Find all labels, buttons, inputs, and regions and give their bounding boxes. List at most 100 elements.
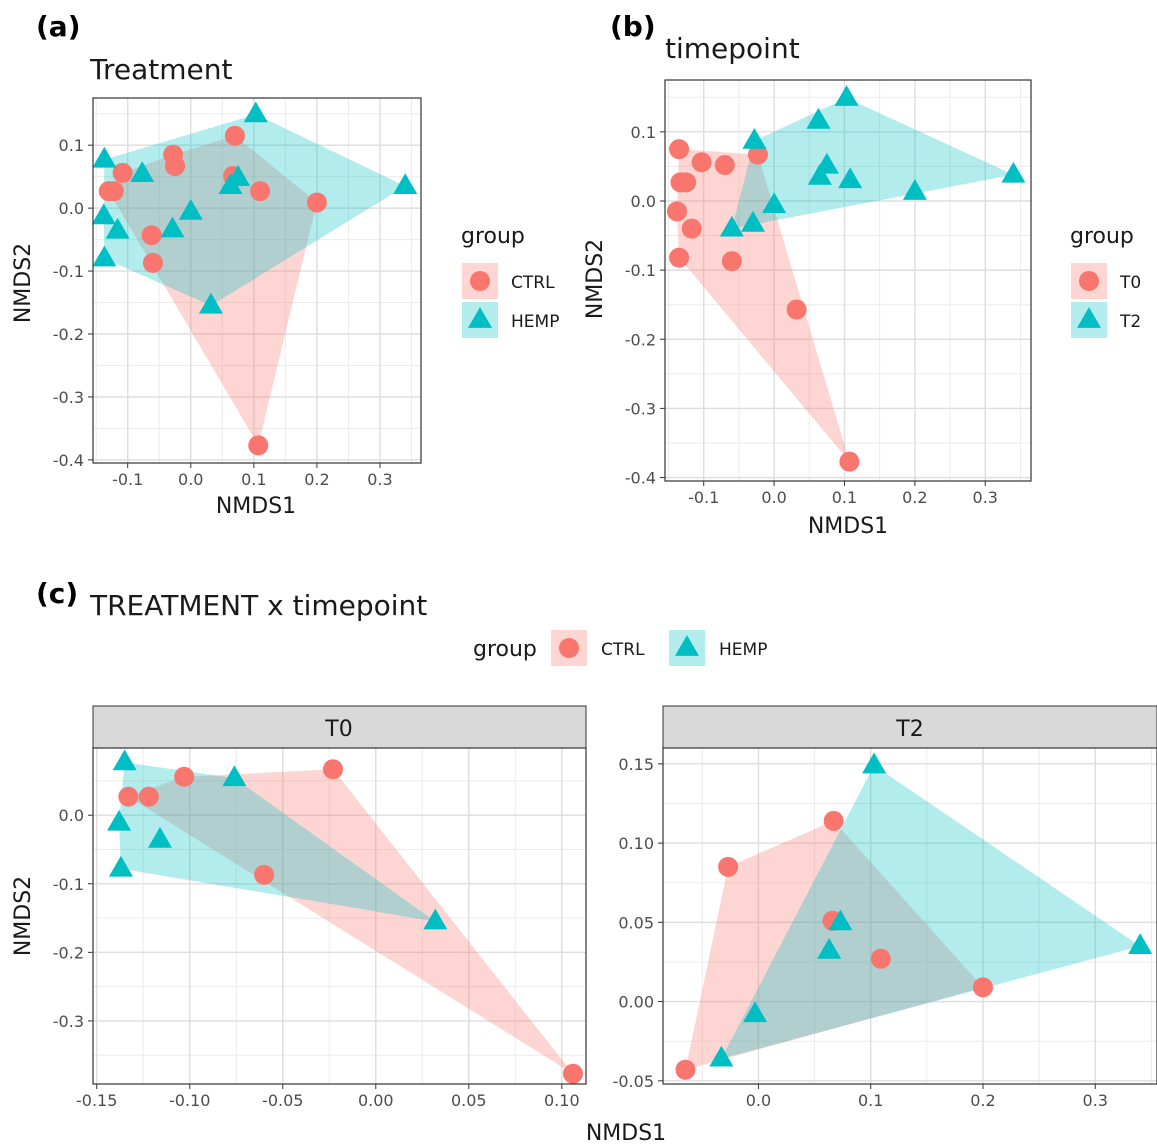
y-tick-label: -0.4 <box>625 469 656 488</box>
point-t0 <box>714 155 735 176</box>
legend-key-circle-icon <box>470 271 490 291</box>
x-tick-label: 0.10 <box>544 1091 580 1110</box>
legend-label: T2 <box>1119 312 1141 332</box>
legend-label: HEMP <box>719 640 767 660</box>
x-tick-label: 0.2 <box>304 470 329 489</box>
x-tick-label: 0.1 <box>832 488 857 507</box>
facet-t2-strip <box>662 705 1157 749</box>
point-ctrl <box>165 155 185 176</box>
x-tick-label: 0.0 <box>178 470 203 489</box>
point-t0 <box>670 172 691 193</box>
plot-background <box>93 748 586 1084</box>
point-t0 <box>666 201 687 222</box>
y-tick-label: -0.1 <box>53 875 84 894</box>
x-tick-label: -0.15 <box>76 1091 117 1110</box>
y-tick-label: -0.05 <box>613 1072 654 1091</box>
panel-a-letter: (a) <box>36 10 81 43</box>
point-t0 <box>721 251 742 272</box>
point-hemp <box>91 203 116 225</box>
legend-key-triangle-icon <box>1077 307 1101 328</box>
point-t0 <box>747 144 768 165</box>
point-hemp <box>222 765 247 787</box>
point-t2 <box>740 210 765 232</box>
panel-b-letter: (b) <box>610 10 656 43</box>
plot-background <box>665 80 1031 481</box>
x-tick-label: 0.2 <box>970 1091 995 1110</box>
y-tick-label: 0.0 <box>631 192 656 211</box>
point-ctrl <box>718 856 739 877</box>
point-hemp <box>92 245 117 267</box>
y-tick-label: -0.3 <box>625 399 656 418</box>
y-tick-label: -0.2 <box>625 330 656 349</box>
legend-title: group <box>461 224 525 249</box>
legend-label: HEMP <box>511 312 559 332</box>
y-tick-label: 0.1 <box>631 123 656 142</box>
y-tick-label: 0.0 <box>59 806 84 825</box>
point-ctrl <box>112 162 133 183</box>
point-hemp <box>147 826 172 848</box>
point-t2 <box>902 179 927 200</box>
x-tick-label: 0.3 <box>1083 1091 1108 1110</box>
point-ctrl <box>306 192 327 213</box>
point-ctrl <box>141 225 162 246</box>
point-ctrl <box>118 786 139 807</box>
point-ctrl <box>870 948 891 969</box>
point-hemp <box>862 752 887 774</box>
x-tick-label: 0.1 <box>858 1091 883 1110</box>
panel-a-ylabel: NMDS2 <box>11 243 36 323</box>
point-ctrl <box>254 864 275 885</box>
panel-c-legend: group CTRL HEMP <box>473 630 767 666</box>
hull-hemp <box>119 762 436 922</box>
y-tick-label: -0.3 <box>53 388 84 407</box>
x-tick-label: -0.05 <box>262 1091 303 1110</box>
y-tick-label: 0.10 <box>618 834 654 853</box>
point-t2 <box>807 163 832 185</box>
point-ctrl <box>138 786 159 807</box>
plot-border <box>664 79 1032 482</box>
hull-ctrl <box>108 135 317 446</box>
hull-hemp <box>721 765 1141 1059</box>
point-ctrl <box>174 766 195 787</box>
panel-b-title: timepoint <box>665 32 800 65</box>
panel-c-letter: (c) <box>36 577 78 610</box>
panel-a-plot: -0.1 0.0 0.1 0.2 0.3 0.1 0.0 -0.1 -0.2 -0.3 -0.4 <box>53 97 422 489</box>
x-tick-label: -0.10 <box>169 1091 210 1110</box>
point-hemp <box>423 908 448 930</box>
point-t2 <box>834 85 859 106</box>
x-tick-label: -0.1 <box>112 470 143 489</box>
panel-a-title: Treatment <box>89 53 232 86</box>
plot-background <box>93 98 421 463</box>
point-ctrl <box>224 125 245 146</box>
point-ctrl <box>322 759 343 780</box>
point-ctrl <box>248 435 269 456</box>
x-tick-label: -0.1 <box>688 488 719 507</box>
legend-label: T0 <box>1119 273 1141 293</box>
point-ctrl <box>823 810 844 831</box>
y-tick-label: 0.05 <box>618 913 654 932</box>
panel-c-t0-plot: -0.15 -0.10 -0.05 0.00 0.05 0.10 0.0 -0.1 -0.2 -0… <box>53 747 587 1110</box>
legend-key-triangle-icon <box>468 307 492 328</box>
point-t0 <box>839 451 860 472</box>
panel-a-legend: group CTRL HEMP <box>461 224 559 338</box>
point-hemp <box>130 161 155 183</box>
legend-key-circle-icon <box>559 638 579 658</box>
point-hemp <box>178 199 203 220</box>
x-tick-label: 0.05 <box>451 1091 487 1110</box>
x-tick-label: 0.0 <box>746 1091 771 1110</box>
point-t0 <box>669 139 690 160</box>
point-t2 <box>762 192 787 214</box>
panel-a-xlabel: NMDS1 <box>216 494 296 519</box>
plot-border <box>662 747 1157 1085</box>
point-hemp <box>393 173 418 195</box>
point-hemp <box>1128 933 1153 955</box>
point-hemp <box>160 216 185 238</box>
point-t0 <box>786 299 807 320</box>
panel-b-ylabel: NMDS2 <box>583 239 608 319</box>
plot-background <box>663 748 1157 1084</box>
legend-title: group <box>473 637 537 662</box>
point-ctrl <box>675 1059 696 1080</box>
point-ctrl <box>142 252 163 273</box>
x-tick-label: 0.3 <box>973 488 998 507</box>
point-ctrl <box>103 181 124 202</box>
